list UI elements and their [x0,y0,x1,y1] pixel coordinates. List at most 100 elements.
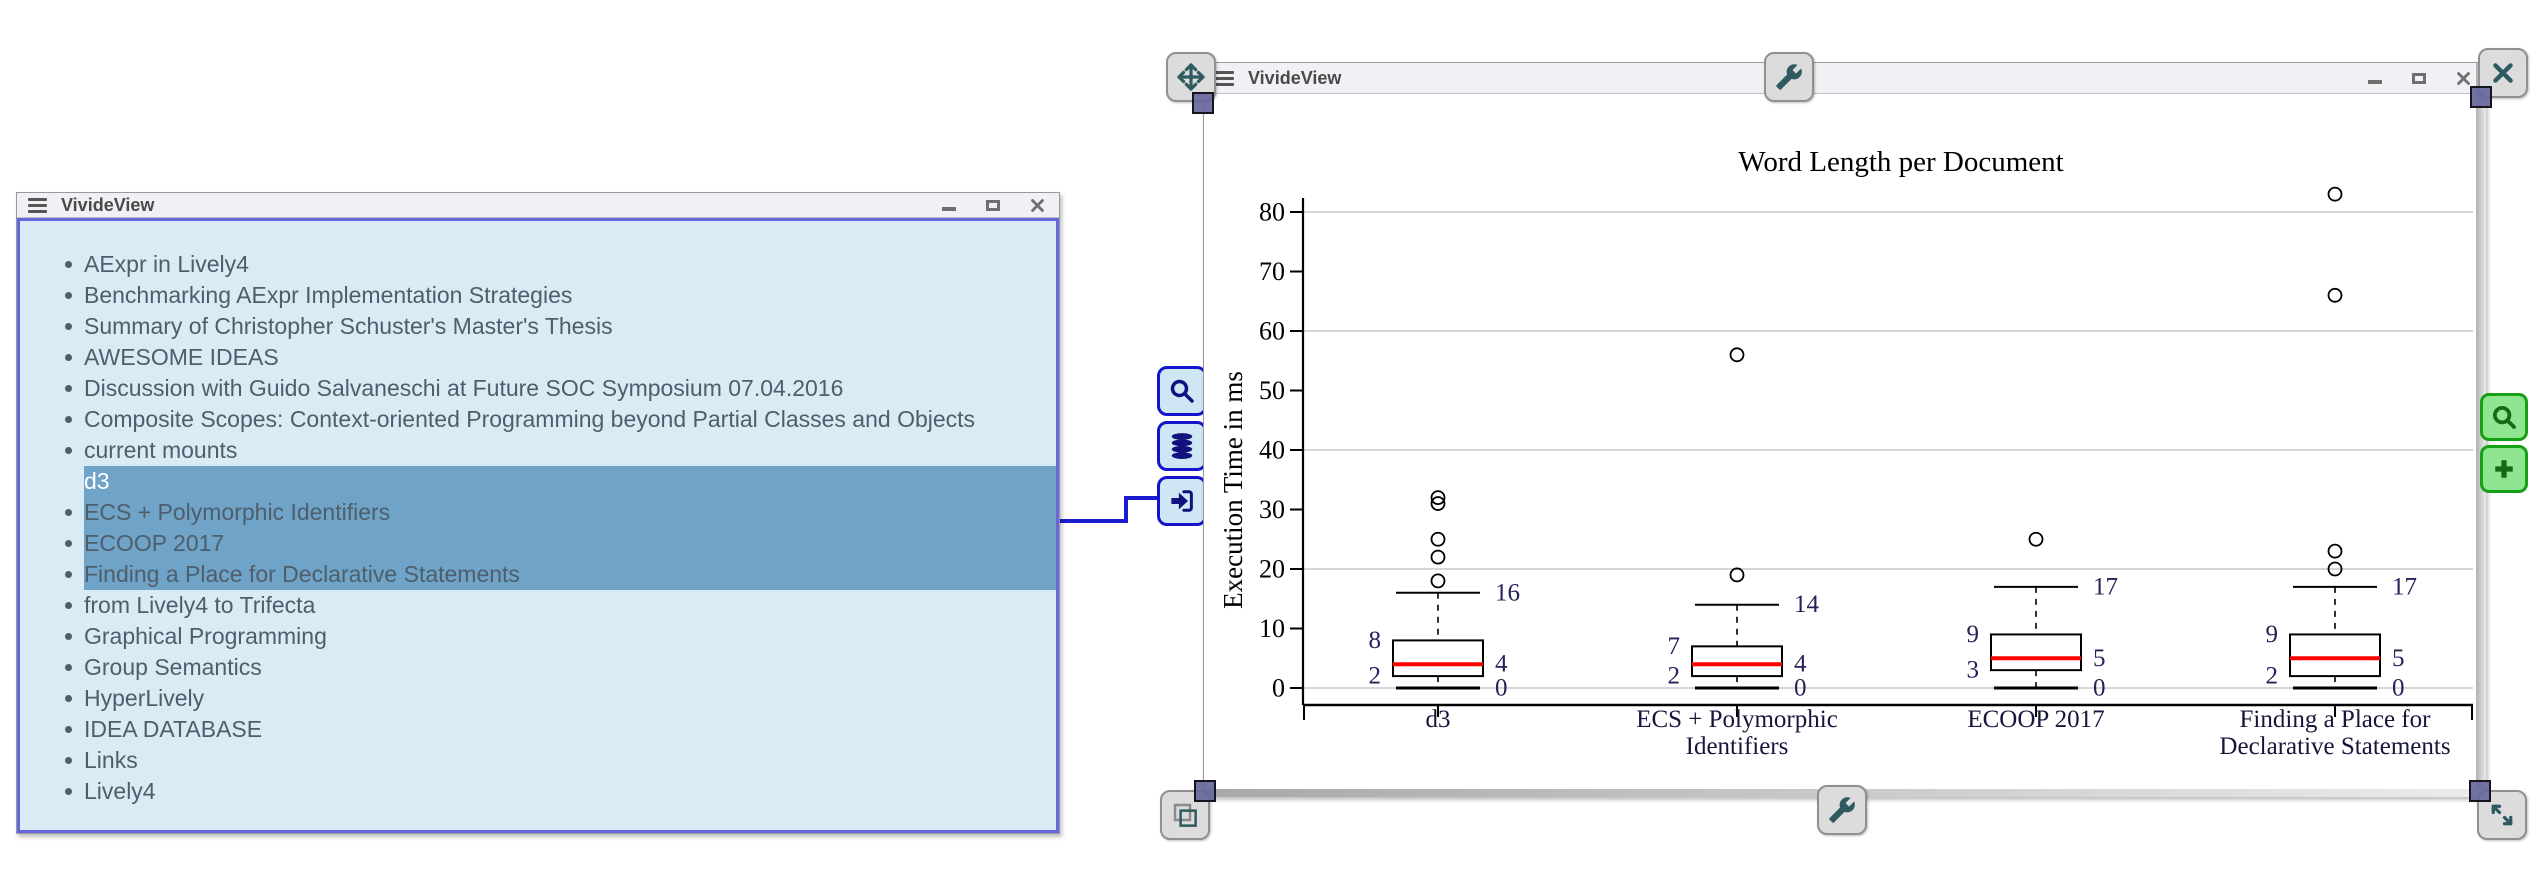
magnifier-icon [2492,405,2516,429]
svg-text:9: 9 [2266,621,2279,648]
resize-handle-top-right[interactable] [2470,86,2492,108]
list-item[interactable]: Discussion with Guido Salvaneschi at Fut… [65,373,1056,404]
menu-icon[interactable] [1215,70,1234,86]
svg-text:0: 0 [1794,675,1807,702]
list-item[interactable]: Finding a Place for Declarative Statemen… [65,559,1056,590]
search-button[interactable] [1157,366,1207,416]
svg-text:Identifiers: Identifiers [1686,733,1789,760]
svg-text:5: 5 [2392,645,2405,672]
database-button[interactable] [1157,421,1207,471]
maximize-button[interactable] [2410,69,2428,87]
list-item[interactable]: Composite Scopes: Context-oriented Progr… [65,404,1056,435]
add-button[interactable] [2480,445,2528,493]
svg-text:40: 40 [1259,436,1285,465]
document-list: AExpr in Lively4 Benchmarking AExpr Imple… [20,221,1056,807]
svg-text:4: 4 [1495,651,1508,678]
svg-text:16: 16 [1495,579,1520,606]
menu-icon[interactable] [28,197,47,213]
close-button[interactable] [1028,196,1046,214]
svg-text:0: 0 [2093,675,2106,702]
window-controls [940,196,1059,214]
maximize-button[interactable] [984,196,1002,214]
svg-text:8: 8 [1369,627,1382,654]
chart-window-titlebar[interactable]: VivideView [1204,63,2485,94]
halo-close-button[interactable] [2478,48,2528,98]
resize-icon [2491,804,2513,826]
svg-text:2: 2 [1369,663,1382,690]
svg-text:10: 10 [1259,614,1285,643]
list-item[interactable]: Benchmarking AExpr Implementation Strate… [65,280,1056,311]
list-item[interactable]: HyperLively [65,683,1056,714]
chart-window-title: VivideView [1248,67,1342,88]
svg-text:Execution Time in ms: Execution Time in ms [1218,371,1248,609]
copy-icon [1173,803,1197,827]
svg-text:14: 14 [1794,591,1820,618]
close-button[interactable] [2454,69,2472,87]
list-item[interactable]: current mounts [65,435,1056,466]
list-item[interactable]: ECS + Polymorphic Identifiers [65,497,1056,528]
close-icon [1030,198,1044,212]
svg-text:5: 5 [2093,645,2106,672]
minimize-icon [2368,80,2382,84]
move-button[interactable] [1166,52,1216,102]
minimize-button[interactable] [2366,69,2384,87]
search-icon [1170,379,1194,403]
svg-text:0: 0 [2392,675,2405,702]
resize-handle-top-left[interactable] [1192,92,1214,114]
list-item[interactable]: Group Semantics [65,652,1056,683]
svg-text:17: 17 [2093,573,2118,600]
svg-text:3: 3 [1967,657,1980,684]
svg-text:9: 9 [1967,621,1980,648]
list-item[interactable]: Summary of Christopher Schuster's Master… [65,311,1056,342]
list-item[interactable]: Lively4 [65,776,1056,807]
minimize-button[interactable] [940,196,958,214]
list-window-title: VivideView [61,194,155,215]
list-window-titlebar[interactable]: VivideView [17,193,1059,218]
svg-text:Finding a Place for: Finding a Place for [2240,706,2432,733]
plus-icon [2495,460,2513,478]
list-item[interactable]: from Lively4 to Trifecta [65,590,1056,621]
svg-text:2: 2 [1668,663,1681,690]
minimize-icon [942,207,956,211]
maximize-icon [986,199,1000,211]
svg-text:2: 2 [2266,663,2279,690]
document-list-container: AExpr in Lively4 Benchmarking AExpr Imple… [17,218,1059,833]
vivide-list-window: VivideView AExpr in Lively4 Benchmarking … [16,192,1060,834]
close-icon [2456,71,2470,85]
svg-text:70: 70 [1259,257,1285,286]
chart-area: 0 10 20 30 40 50 60 70 80 Word Length per Documen… [1204,94,2485,796]
configure-button-bottom[interactable] [1817,785,1867,835]
list-item[interactable]: d3 [84,466,1056,497]
svg-text:ECS + Polymorphic: ECS + Polymorphic [1636,706,1838,733]
svg-text:Word Length per Document: Word Length per Document [1738,146,2063,178]
configure-button-top[interactable] [1764,52,1814,102]
list-item[interactable]: Links [65,745,1056,776]
sign-in-button[interactable] [1157,476,1207,526]
list-item[interactable]: ECOOP 2017 [65,528,1056,559]
connector-line-to-button [1124,496,1160,500]
close-icon [2493,63,2513,83]
svg-text:60: 60 [1259,317,1285,346]
database-icon [1171,433,1193,459]
wrench-icon [1829,797,1855,823]
zoom-button[interactable] [2480,393,2528,441]
svg-text:0: 0 [1495,675,1508,702]
vivide-chart-window: VivideView 0 10 20 30 40 50 60 70 80 Word Length … [1203,62,2486,797]
svg-text:20: 20 [1259,555,1285,584]
sign-in-icon [1171,490,1193,512]
svg-text:50: 50 [1259,376,1285,405]
resize-handle-bottom-right[interactable] [2469,780,2491,802]
maximize-icon [2412,72,2426,84]
window-controls [2366,69,2485,87]
svg-text:7: 7 [1668,633,1681,660]
list-item[interactable]: AExpr in Lively4 [65,249,1056,280]
svg-text:4: 4 [1794,651,1807,678]
list-item[interactable]: AWESOME IDEAS [65,342,1056,373]
list-item[interactable]: IDEA DATABASE [65,714,1056,745]
resize-handle-bottom-left[interactable] [1194,780,1216,802]
svg-text:80: 80 [1259,198,1285,227]
connector-line-vertical [1124,496,1128,523]
list-item[interactable]: Graphical Programming [65,621,1056,652]
